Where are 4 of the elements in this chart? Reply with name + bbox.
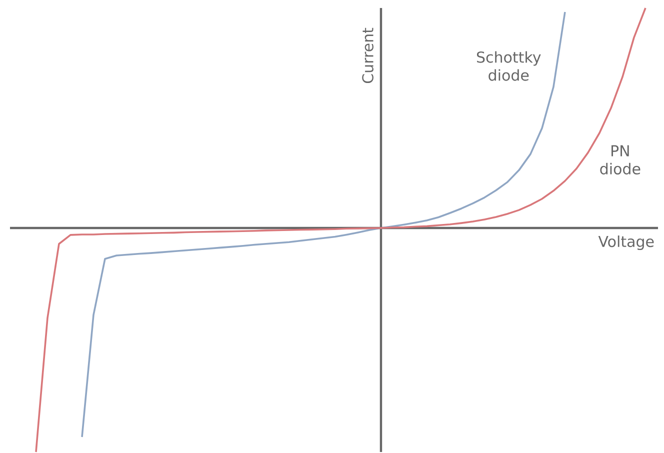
series-label: Schottky diode xyxy=(476,51,541,81)
series-label: PN diode xyxy=(600,145,640,174)
x-axis-title: Voltage xyxy=(598,236,654,250)
y-axis-title: Current xyxy=(362,28,374,84)
